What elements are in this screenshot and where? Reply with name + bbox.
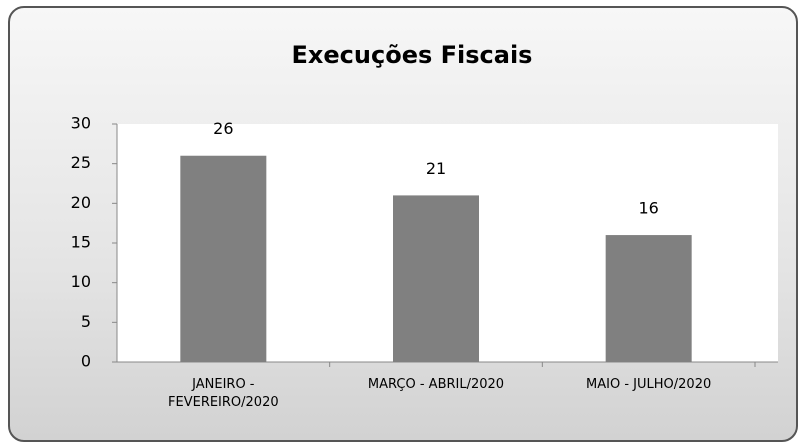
y-tick-label: 15 [71,233,91,252]
bar [180,155,267,362]
data-label: 26 [213,119,233,138]
y-tick-label: 20 [71,193,91,212]
y-tick-label: 5 [81,312,91,331]
y-tick-label: 0 [81,352,91,371]
bar [393,195,479,362]
x-tick-label: JANEIRO - FEVEREIRO/2020 [168,377,279,410]
y-tick-label: 25 [71,153,91,172]
y-tick-label: 30 [71,114,91,133]
x-tick-label: MARÇO - ABRIL/2020 [367,377,505,392]
data-label: 21 [426,159,446,178]
y-tick-label: 10 [71,272,91,291]
x-tick-label: MAIO - JULHO/2020 [586,377,712,392]
bar [605,235,692,362]
chart-title: Execuções Fiscais [292,41,533,69]
data-label: 16 [638,199,658,218]
